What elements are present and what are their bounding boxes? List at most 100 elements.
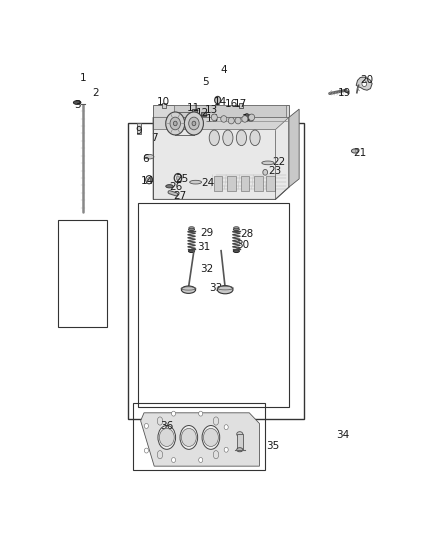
Bar: [162, 103, 166, 108]
Ellipse shape: [223, 130, 233, 146]
Bar: [214, 175, 222, 191]
Text: 19: 19: [338, 88, 351, 98]
Text: 5: 5: [202, 77, 209, 87]
Circle shape: [224, 425, 228, 430]
Bar: [128, 124, 304, 419]
Ellipse shape: [188, 249, 194, 253]
Text: 9: 9: [136, 126, 142, 136]
Text: 12: 12: [196, 108, 209, 118]
Circle shape: [166, 112, 185, 135]
Ellipse shape: [213, 450, 219, 459]
Text: 34: 34: [336, 430, 349, 440]
Text: 24: 24: [201, 178, 215, 188]
Text: 30: 30: [237, 240, 250, 251]
Text: 20: 20: [360, 75, 374, 85]
Circle shape: [148, 177, 151, 182]
Text: 8: 8: [173, 124, 180, 133]
Circle shape: [145, 448, 148, 453]
Text: 36: 36: [160, 421, 173, 431]
Bar: [254, 175, 263, 191]
Ellipse shape: [157, 450, 162, 459]
Ellipse shape: [237, 448, 243, 452]
Ellipse shape: [242, 116, 248, 122]
Circle shape: [176, 176, 180, 180]
Text: 2: 2: [92, 88, 99, 98]
Text: 7: 7: [152, 133, 158, 143]
Circle shape: [184, 112, 203, 135]
Polygon shape: [153, 117, 289, 199]
Circle shape: [189, 117, 199, 130]
Text: 16: 16: [225, 99, 238, 109]
Ellipse shape: [157, 417, 162, 425]
Circle shape: [244, 114, 250, 121]
Circle shape: [192, 121, 196, 126]
Circle shape: [362, 81, 367, 86]
Text: 26: 26: [170, 182, 183, 192]
Text: 29: 29: [200, 229, 213, 238]
Circle shape: [199, 411, 203, 416]
Text: 1: 1: [80, 72, 87, 83]
Ellipse shape: [188, 228, 194, 231]
Text: 35: 35: [266, 441, 279, 451]
Ellipse shape: [262, 161, 274, 165]
Bar: [133, 402, 265, 470]
Ellipse shape: [145, 155, 154, 159]
Ellipse shape: [221, 116, 227, 122]
Polygon shape: [289, 109, 299, 187]
Text: 18: 18: [242, 114, 255, 124]
Ellipse shape: [190, 180, 201, 184]
Ellipse shape: [249, 114, 254, 120]
Circle shape: [224, 447, 228, 452]
Polygon shape: [356, 77, 372, 90]
Bar: [227, 175, 236, 191]
Ellipse shape: [235, 117, 241, 124]
Text: 3: 3: [74, 100, 81, 110]
Bar: [237, 434, 243, 450]
Bar: [241, 175, 249, 191]
Text: 27: 27: [173, 191, 186, 201]
Circle shape: [159, 429, 174, 447]
Text: 14: 14: [214, 96, 227, 107]
Polygon shape: [141, 413, 259, 466]
Ellipse shape: [181, 286, 196, 293]
Ellipse shape: [180, 425, 198, 449]
Text: 6: 6: [142, 154, 149, 164]
Polygon shape: [153, 105, 289, 117]
Ellipse shape: [211, 114, 217, 120]
Bar: [58, 220, 107, 327]
Ellipse shape: [166, 184, 173, 188]
Text: 28: 28: [240, 229, 253, 239]
Text: 14: 14: [141, 176, 154, 186]
Ellipse shape: [237, 130, 247, 146]
Bar: [192, 109, 197, 114]
Ellipse shape: [228, 117, 234, 124]
Polygon shape: [173, 105, 286, 117]
Ellipse shape: [209, 130, 219, 146]
Text: 33: 33: [209, 282, 223, 293]
Ellipse shape: [250, 130, 260, 146]
Bar: [239, 103, 244, 108]
Circle shape: [172, 411, 176, 416]
Bar: [137, 123, 141, 134]
Bar: [138, 204, 289, 407]
Text: 21: 21: [353, 148, 366, 158]
Ellipse shape: [233, 227, 239, 229]
Text: 15: 15: [206, 114, 219, 124]
Circle shape: [263, 169, 268, 175]
Text: 17: 17: [234, 99, 247, 109]
Ellipse shape: [158, 425, 176, 449]
Text: 32: 32: [200, 264, 213, 274]
Text: 10: 10: [157, 97, 170, 107]
Ellipse shape: [202, 425, 220, 449]
Circle shape: [173, 121, 177, 126]
Bar: [266, 175, 275, 191]
Circle shape: [181, 429, 196, 447]
Ellipse shape: [74, 101, 81, 104]
Ellipse shape: [233, 228, 240, 231]
Circle shape: [145, 424, 148, 429]
Circle shape: [172, 457, 176, 463]
Circle shape: [215, 96, 221, 104]
Ellipse shape: [233, 249, 240, 253]
Ellipse shape: [217, 286, 233, 294]
Text: 31: 31: [198, 243, 211, 253]
